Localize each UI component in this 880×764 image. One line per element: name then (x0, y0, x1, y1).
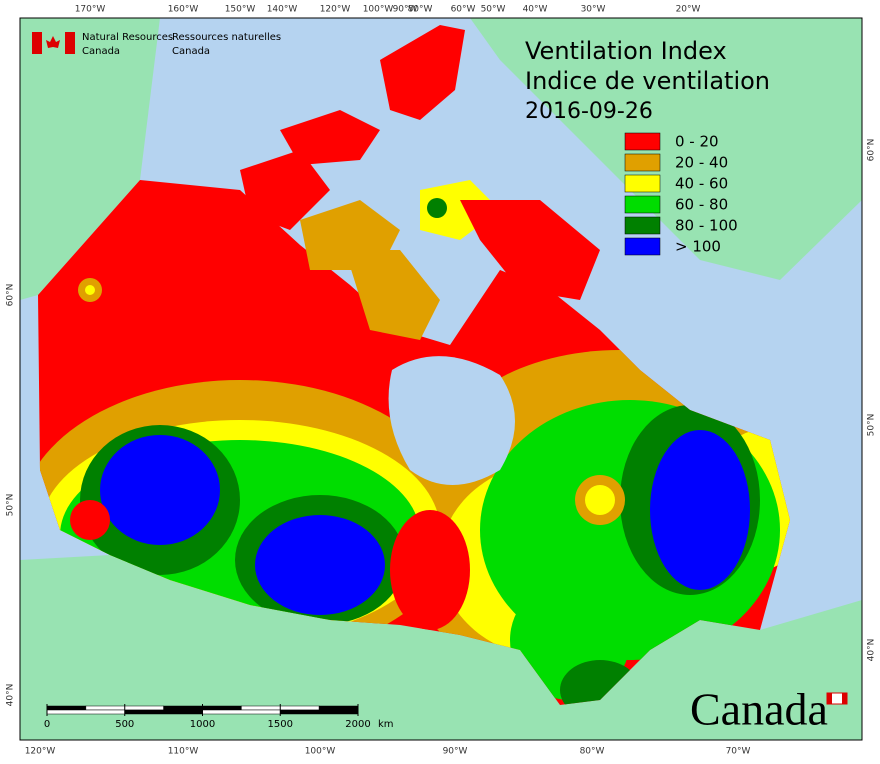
graticule-label: 80°W (580, 747, 605, 757)
scale-label: 1000 (190, 719, 215, 730)
ventilation-zone (255, 515, 385, 615)
agency-name: Natural Resources (82, 32, 173, 43)
graticule-label: 40°W (523, 5, 548, 15)
graticule-label: 30°W (581, 5, 606, 15)
graticule-label: 160°W (168, 5, 199, 15)
wordmark-flag-bar (827, 693, 832, 704)
ventilation-zone (390, 510, 470, 630)
scale-label: 0 (44, 719, 50, 730)
ventilation-zone (585, 485, 615, 515)
island (240, 150, 330, 230)
scale-label: 500 (115, 719, 134, 730)
legend-swatch (624, 174, 661, 193)
hudson-bay (388, 356, 515, 485)
title: Indice de ventilation (525, 67, 770, 95)
graticule-label: 60°W (451, 5, 476, 15)
graticule-label: 20°W (676, 5, 701, 15)
scale-segment (163, 705, 203, 711)
graticule-label: 60°N (6, 284, 16, 307)
legend-swatch (624, 237, 661, 256)
flag-bar (65, 32, 75, 54)
agency-name: Canada (82, 46, 120, 57)
agency-name: Canada (172, 46, 210, 57)
graticule-label: 150°W (225, 5, 256, 15)
legend-label: > 100 (675, 238, 721, 256)
graticule-label: 50°W (481, 5, 506, 15)
legend-swatch (624, 195, 661, 214)
graticule-label: 80°W (408, 5, 433, 15)
ventilation-zone (427, 198, 447, 218)
wordmark-flag-bar (842, 693, 847, 704)
legend-swatch (624, 216, 661, 235)
graticule-label: 40°N (867, 639, 877, 662)
ventilation-zone (70, 500, 110, 540)
scale-segment (85, 705, 125, 711)
scale-segment (202, 705, 242, 711)
scale-label: 1500 (268, 719, 293, 730)
arctic-islands (240, 25, 600, 340)
title: Ventilation Index (525, 37, 727, 65)
graticule-label: 120°W (320, 5, 351, 15)
graticule-label: 70°W (726, 747, 751, 757)
island (280, 110, 380, 165)
united-states (20, 555, 862, 740)
legend-swatch (624, 132, 661, 151)
scale-segment (318, 705, 359, 711)
scale-segment (124, 705, 164, 711)
scale-unit: km (378, 719, 394, 730)
island (460, 200, 600, 300)
scale-segment (280, 705, 320, 711)
graticule-label: 50°N (867, 414, 877, 437)
ventilation-zone (650, 430, 750, 590)
graticule-label: 40°N (6, 684, 16, 707)
graticule-label: 90°W (393, 5, 418, 15)
scale-segment (124, 709, 203, 715)
alaska (20, 18, 160, 300)
ventilation-zone (85, 285, 95, 295)
island (345, 250, 440, 340)
agency-name: Ressources naturelles (172, 32, 281, 43)
scale-segment (46, 709, 125, 715)
flag-bar (32, 32, 42, 54)
scale-segment (46, 705, 87, 711)
graticule-label: 100°W (305, 747, 336, 757)
graticule-label: 90°W (443, 747, 468, 757)
legend-label: 40 - 60 (675, 175, 728, 193)
ventilation-zone (560, 660, 640, 705)
map-frame (19, 17, 863, 741)
wordmark: Canada (690, 684, 828, 735)
greenland (470, 18, 862, 280)
flag-leaf (46, 36, 60, 48)
island (380, 25, 465, 120)
legend-swatch (624, 153, 661, 172)
graticule-label: 120°W (25, 747, 56, 757)
graticule-label: 110°W (168, 747, 199, 757)
legend-label: 80 - 100 (675, 217, 738, 235)
scale-segment (241, 705, 281, 711)
scale-segment (202, 709, 281, 715)
graticule-label: 50°N (6, 494, 16, 517)
legend-label: 60 - 80 (675, 196, 728, 214)
legend-label: 20 - 40 (675, 154, 728, 172)
ventilation-zone (100, 435, 220, 545)
scale-label: 2000 (345, 719, 370, 730)
graticule-label: 100°W (363, 5, 394, 15)
graticule-label: 60°N (867, 139, 877, 162)
graticule-label: 140°W (267, 5, 298, 15)
legend-label: 0 - 20 (675, 133, 719, 151)
date: 2016-09-26 (525, 99, 653, 124)
graticule-label: 170°W (75, 5, 106, 15)
scale-segment (280, 709, 359, 715)
